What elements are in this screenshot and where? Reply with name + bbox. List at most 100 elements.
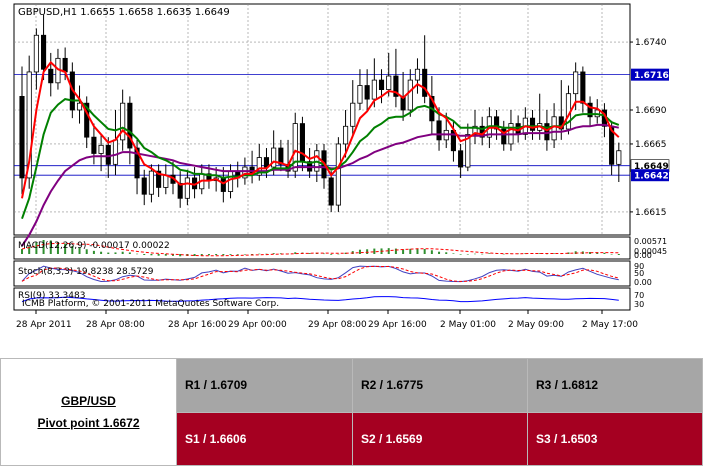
candle-bear xyxy=(422,68,428,97)
candle-bear xyxy=(84,102,90,138)
candle-bull xyxy=(343,125,349,145)
candle-bull xyxy=(616,150,622,165)
pair-name: GBP/USD xyxy=(61,394,116,408)
price-chart: 28 Apr 2011 28 Apr 08:00 28 Apr 16:00 29 Ap… xyxy=(13,3,670,330)
price-level-box xyxy=(631,169,669,182)
macd-bar xyxy=(200,254,203,256)
macd-bar xyxy=(373,248,376,254)
candle-bear xyxy=(91,136,97,154)
macd-bar xyxy=(596,252,599,254)
macd-bar xyxy=(272,253,275,254)
macd-bar xyxy=(207,254,210,256)
macd-bar xyxy=(502,253,505,255)
candle-bear xyxy=(529,117,536,131)
macd-bar xyxy=(100,251,103,254)
candle-bear xyxy=(299,123,305,163)
macd-bar xyxy=(445,252,448,254)
y-tick-label: 1.6615 xyxy=(635,208,667,218)
macd-bar xyxy=(430,250,433,254)
candle-bull xyxy=(148,170,154,195)
pivot-table: GBP/USD Pivot point 1.6672 R1 / 1.6709 R… xyxy=(0,358,703,466)
r3-cell: R3 / 1.6812 xyxy=(527,358,703,413)
r2-cell: R2 / 1.6775 xyxy=(352,358,528,413)
ema-mid-line xyxy=(21,98,620,220)
candle-bull xyxy=(33,34,39,73)
s2-cell: S2 / 1.6569 xyxy=(352,411,528,466)
candle-bear xyxy=(494,116,500,130)
macd-bar xyxy=(215,254,218,255)
candle-bull xyxy=(292,123,298,172)
r1-cell: R1 / 1.6709 xyxy=(176,358,353,413)
moving-averages xyxy=(21,60,620,247)
candle-bear xyxy=(393,75,399,97)
pivot-point: Pivot point 1.6672 xyxy=(37,416,140,430)
candle-bear xyxy=(220,177,226,192)
candle-bear xyxy=(436,120,442,141)
macd-bar xyxy=(394,248,397,254)
candle-bull xyxy=(573,71,579,95)
macd-bar xyxy=(488,253,491,254)
macd-bar xyxy=(459,254,462,255)
candle-bear xyxy=(105,144,111,165)
ema-slow-line xyxy=(21,123,619,247)
x-tick-label: 29 Apr 08:00 xyxy=(308,320,367,330)
macd-tick-label: 0.00045 xyxy=(634,247,667,256)
macd-bar xyxy=(143,254,146,255)
candle-bear xyxy=(141,177,147,195)
candle-bull xyxy=(26,71,32,179)
candle-bull xyxy=(350,102,356,127)
candle-bull xyxy=(465,134,471,168)
candle-bull xyxy=(112,139,119,165)
price-level-box xyxy=(631,68,669,81)
candle-bull xyxy=(271,147,277,168)
macd-bar xyxy=(330,254,333,255)
macd-bar xyxy=(265,253,268,255)
candle-bull xyxy=(76,102,83,111)
macd-signal-line xyxy=(21,242,619,257)
macd-bar xyxy=(466,254,469,255)
macd-bar xyxy=(136,253,139,255)
x-tick-label: 29 Apr 00:00 xyxy=(228,320,287,330)
price-level-label: 1.6642 xyxy=(634,172,669,182)
macd-bar xyxy=(164,254,167,256)
s3-cell: S3 / 1.6503 xyxy=(527,411,703,466)
candle-bull xyxy=(357,85,363,104)
x-tick-label: 29 Apr 16:00 xyxy=(368,320,427,330)
macd-bar xyxy=(107,252,110,254)
candle-bear xyxy=(127,102,133,149)
macd-bar xyxy=(366,249,369,254)
candle-bull xyxy=(414,68,421,81)
macd-bar xyxy=(150,254,153,256)
macd-bar xyxy=(229,254,232,255)
macd-bar xyxy=(128,252,131,254)
macd-bar xyxy=(35,242,38,254)
macd-bar xyxy=(28,246,31,254)
rsi-line xyxy=(21,296,619,303)
x-tick-label: 28 Apr 16:00 xyxy=(168,320,227,330)
candle-bear xyxy=(156,170,162,188)
macd-bar xyxy=(589,252,592,254)
candle-bull xyxy=(98,144,104,154)
watermark: ICMB Platform, © 2001-2011 MetaQuotes So… xyxy=(22,299,279,309)
macd-bar xyxy=(524,253,527,254)
macd-bar xyxy=(538,253,541,254)
macd-bar xyxy=(402,249,405,254)
stoch-tick-label: 0.00 xyxy=(634,278,652,287)
macd-bar xyxy=(179,254,182,257)
candle-bull xyxy=(371,79,377,100)
candle-bear xyxy=(48,68,54,84)
x-tick-label: 28 Apr 2011 xyxy=(16,320,72,330)
macd-bar xyxy=(92,250,95,254)
macd-bar xyxy=(42,240,45,254)
indicators xyxy=(21,240,620,303)
macd-tick-label: 0.00571 xyxy=(634,237,667,246)
stoch-label: Stoch(8,3,3) 19.8238 28.5729 xyxy=(18,267,154,277)
ema-fast-line xyxy=(21,60,620,199)
macd-bar xyxy=(243,254,246,255)
macd-bar xyxy=(323,253,325,255)
price-level-label: 1.6649 xyxy=(634,162,669,172)
macd-tick-label: 0.00 xyxy=(634,251,652,260)
candle-bear xyxy=(501,128,507,145)
macd-bar xyxy=(567,252,570,254)
candle-bear xyxy=(400,96,406,111)
